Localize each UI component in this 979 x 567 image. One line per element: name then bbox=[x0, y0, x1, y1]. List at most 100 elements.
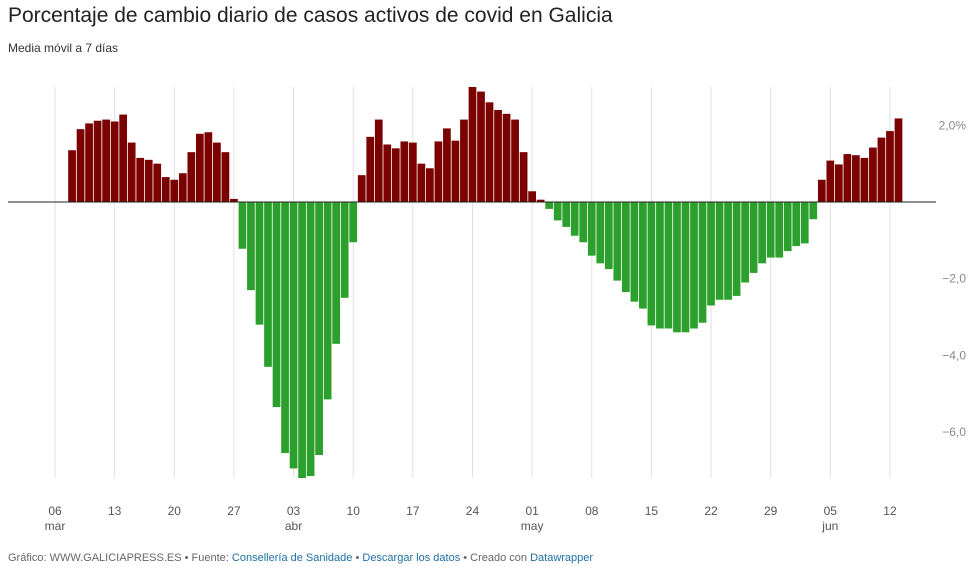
x-tick-label: 13 bbox=[108, 504, 122, 518]
y-tick-label: −2,0 bbox=[942, 272, 966, 286]
bar bbox=[613, 202, 622, 281]
bar bbox=[877, 137, 886, 202]
bar bbox=[536, 199, 545, 202]
bar bbox=[732, 202, 741, 296]
chart-title: Porcentaje de cambio diario de casos act… bbox=[8, 4, 613, 27]
y-tick-label: −4,0 bbox=[942, 348, 966, 362]
bar bbox=[281, 202, 289, 454]
bar bbox=[826, 160, 835, 202]
bar bbox=[647, 202, 656, 326]
y-tick-label: −6,0 bbox=[942, 425, 966, 439]
bar bbox=[323, 202, 332, 400]
footer-separator: • bbox=[352, 552, 363, 564]
bar bbox=[408, 142, 417, 202]
x-tick-label: 08 bbox=[585, 504, 599, 518]
bar bbox=[775, 202, 784, 258]
bar bbox=[834, 164, 843, 202]
bar bbox=[204, 132, 213, 202]
bar bbox=[451, 140, 460, 202]
bar bbox=[621, 202, 630, 293]
x-tick-label: 03 bbox=[287, 504, 301, 518]
bar bbox=[860, 157, 869, 202]
download-data-link[interactable]: Descargar los datos bbox=[362, 552, 461, 564]
bar bbox=[187, 152, 196, 202]
bar bbox=[426, 168, 434, 202]
bar bbox=[843, 154, 852, 202]
bar bbox=[681, 202, 690, 333]
chart-subtitle: Media móvil a 7 días bbox=[8, 41, 119, 55]
bar bbox=[783, 202, 792, 252]
bar bbox=[230, 198, 238, 202]
bar bbox=[698, 202, 707, 323]
x-tick-label: 27 bbox=[227, 504, 241, 518]
bar bbox=[213, 142, 221, 202]
bar bbox=[144, 159, 153, 202]
y-axis-ticks: 2,0% −2,0 −4,0 −6,0 bbox=[939, 118, 967, 439]
bars bbox=[68, 87, 903, 478]
bar bbox=[494, 110, 502, 202]
footer-credit: Gráfico: WWW.GALICIAPRESS.ES • Fuente: bbox=[8, 552, 232, 564]
bar bbox=[255, 202, 264, 325]
bar bbox=[443, 128, 451, 202]
bar bbox=[604, 202, 613, 270]
bar bbox=[766, 202, 775, 258]
bar bbox=[579, 202, 588, 243]
bar bbox=[690, 202, 698, 329]
bar bbox=[477, 91, 485, 202]
bar bbox=[417, 163, 426, 202]
bar bbox=[161, 177, 170, 202]
bar bbox=[289, 202, 298, 469]
bar bbox=[800, 202, 809, 244]
bar bbox=[715, 202, 724, 300]
bar bbox=[528, 191, 536, 202]
bar bbox=[519, 152, 528, 202]
bar bbox=[673, 202, 681, 333]
bar bbox=[630, 202, 639, 302]
bar bbox=[596, 202, 605, 264]
bar bbox=[656, 202, 664, 329]
bar bbox=[340, 202, 349, 298]
x-tick-month-label: may bbox=[521, 519, 544, 533]
bar bbox=[247, 202, 255, 291]
bar bbox=[170, 179, 179, 202]
bar bbox=[707, 202, 715, 306]
bar bbox=[468, 87, 477, 202]
bar bbox=[238, 202, 247, 249]
bar bbox=[502, 113, 511, 202]
bar bbox=[264, 202, 272, 367]
bar bbox=[68, 150, 76, 202]
bar bbox=[195, 133, 204, 202]
bar bbox=[178, 173, 187, 202]
x-tick-label: 12 bbox=[883, 504, 897, 518]
bar bbox=[306, 202, 315, 477]
x-tick-label: 20 bbox=[168, 504, 182, 518]
bar bbox=[127, 142, 136, 202]
bar bbox=[298, 202, 306, 478]
bar bbox=[93, 120, 102, 202]
bar bbox=[511, 119, 519, 202]
x-tick-label: 29 bbox=[764, 504, 778, 518]
bar bbox=[639, 202, 647, 309]
bar bbox=[562, 202, 571, 227]
x-tick-label: 10 bbox=[347, 504, 361, 518]
y-tick-label: 2,0% bbox=[939, 118, 967, 132]
bar bbox=[587, 202, 596, 256]
source-link[interactable]: Consellería de Sanidade bbox=[231, 552, 353, 564]
bar bbox=[460, 119, 468, 202]
bar bbox=[894, 118, 903, 202]
bar bbox=[85, 123, 93, 202]
datawrapper-link[interactable]: Datawrapper bbox=[530, 552, 594, 564]
bar bbox=[817, 179, 826, 202]
x-tick-label: 05 bbox=[824, 504, 838, 518]
bar bbox=[809, 202, 818, 220]
bar bbox=[792, 202, 801, 247]
bar bbox=[741, 202, 749, 283]
bar bbox=[852, 155, 860, 202]
bar bbox=[332, 202, 341, 344]
bar bbox=[119, 114, 128, 202]
bar bbox=[869, 147, 877, 202]
x-tick-month-label: mar bbox=[45, 519, 66, 533]
bar bbox=[357, 175, 366, 202]
bar bbox=[391, 148, 400, 202]
